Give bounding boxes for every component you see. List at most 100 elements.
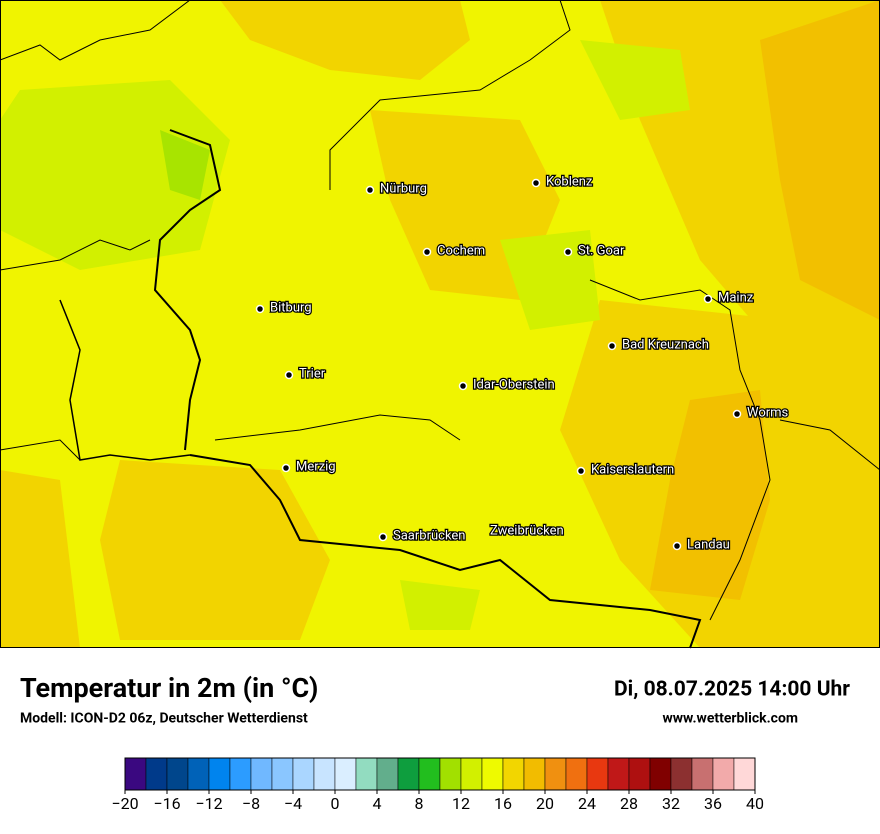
city-dot bbox=[422, 247, 432, 257]
tick-label: −4 bbox=[284, 794, 302, 813]
city-dot bbox=[703, 294, 713, 304]
color-box bbox=[544, 757, 567, 791]
city-label: Idar-Oberstein bbox=[473, 377, 555, 392]
color-box bbox=[439, 757, 462, 791]
city-dot bbox=[378, 532, 388, 542]
date: Di, 08.07.2025 14:00 Uhr bbox=[614, 678, 850, 702]
cool-area bbox=[500, 230, 600, 330]
color-box bbox=[523, 757, 546, 791]
cool-area bbox=[160, 130, 210, 200]
city-dot bbox=[576, 466, 586, 476]
website: www.wetterblick.com bbox=[662, 711, 798, 727]
tick-label: 40 bbox=[746, 794, 764, 813]
border bbox=[189, 454, 702, 649]
color-box bbox=[271, 757, 294, 791]
city-label: Worms bbox=[747, 405, 789, 420]
border bbox=[0, 239, 151, 271]
warm-area bbox=[100, 460, 330, 640]
tick-label: 32 bbox=[662, 794, 680, 813]
color-box bbox=[586, 757, 609, 791]
border bbox=[329, 0, 571, 190]
tick-label: 24 bbox=[578, 794, 596, 813]
tick-label: 12 bbox=[452, 794, 470, 813]
color-box bbox=[628, 757, 651, 791]
city-label: Landau bbox=[687, 537, 730, 552]
color-box bbox=[250, 757, 273, 791]
city-label: Koblenz bbox=[546, 174, 593, 189]
city-label: Trier bbox=[299, 366, 326, 381]
city-label: Saarbrücken bbox=[393, 528, 465, 543]
warm-area bbox=[220, 0, 470, 80]
tick-label: −12 bbox=[195, 794, 222, 813]
border bbox=[0, 0, 191, 61]
color-box bbox=[397, 757, 420, 791]
color-box bbox=[418, 757, 441, 791]
color-box bbox=[607, 757, 630, 791]
color-box bbox=[166, 757, 189, 791]
city-label: Zweibrücken bbox=[490, 523, 564, 538]
map: Nürburg Koblenz Cochem St. Goar Mainz Bitburg… bbox=[0, 0, 880, 649]
color-box bbox=[712, 757, 735, 791]
city-dot bbox=[281, 463, 291, 473]
border bbox=[214, 414, 461, 441]
borders bbox=[0, 0, 880, 649]
border bbox=[0, 439, 81, 461]
city-dot bbox=[563, 247, 573, 257]
color-box bbox=[124, 757, 147, 791]
color-box bbox=[313, 757, 336, 791]
color-box bbox=[355, 757, 378, 791]
color-box bbox=[481, 757, 504, 791]
color-box bbox=[502, 757, 525, 791]
cities: Nürburg Koblenz Cochem St. Goar Mainz Bitburg… bbox=[255, 173, 790, 554]
tick-label: 0 bbox=[331, 794, 340, 813]
city-dot bbox=[732, 409, 742, 419]
color-box bbox=[691, 757, 714, 791]
city-dot bbox=[531, 178, 541, 188]
tick-label: 20 bbox=[536, 794, 554, 813]
city-label: Bitburg bbox=[270, 300, 312, 315]
city-dot bbox=[458, 381, 468, 391]
cool-area bbox=[0, 80, 230, 270]
colorbar: −20 −16 −12 −8 −4 0 4 8 12 16 20 24 28 32 36 40 bbox=[111, 757, 764, 813]
city-dot bbox=[607, 341, 617, 351]
city-dot bbox=[255, 304, 265, 314]
color-box bbox=[292, 757, 315, 791]
color-box bbox=[229, 757, 252, 791]
tick-label: −20 bbox=[111, 794, 138, 813]
city-label: Nürburg bbox=[380, 181, 427, 196]
warm-area bbox=[0, 470, 80, 648]
border bbox=[589, 279, 771, 621]
colorbar-frame bbox=[124, 757, 756, 791]
color-box bbox=[334, 757, 357, 791]
city-dot bbox=[284, 370, 294, 380]
tick-label: 8 bbox=[415, 794, 424, 813]
color-box bbox=[208, 757, 231, 791]
city-dot bbox=[672, 541, 682, 551]
city-label: Cochem bbox=[437, 243, 485, 258]
color-box bbox=[565, 757, 588, 791]
city-label: Mainz bbox=[718, 290, 754, 305]
subtitle: Modell: ICON-D2 06z, Deutscher Wetterdie… bbox=[20, 711, 308, 727]
cool-area bbox=[400, 580, 480, 630]
hot-area bbox=[760, 0, 880, 320]
color-box bbox=[145, 757, 168, 791]
city-label: Bad Kreuznach bbox=[622, 337, 709, 352]
tick-label: 16 bbox=[494, 794, 512, 813]
city-dot bbox=[365, 185, 375, 195]
border bbox=[779, 419, 880, 471]
color-box bbox=[376, 757, 399, 791]
tick-label: 4 bbox=[373, 794, 382, 813]
tick-label: 36 bbox=[704, 794, 722, 813]
color-box bbox=[670, 757, 693, 791]
title: Temperatur in 2m (in °C) bbox=[20, 672, 318, 704]
color-box bbox=[187, 757, 210, 791]
tick-label: −8 bbox=[242, 794, 260, 813]
color-box bbox=[460, 757, 483, 791]
city-label: St. Goar bbox=[578, 243, 625, 258]
border bbox=[153, 129, 222, 451]
tick-label: −16 bbox=[153, 794, 180, 813]
color-box bbox=[649, 757, 672, 791]
city-label: Merzig bbox=[296, 459, 336, 474]
tick-label: 28 bbox=[620, 794, 638, 813]
